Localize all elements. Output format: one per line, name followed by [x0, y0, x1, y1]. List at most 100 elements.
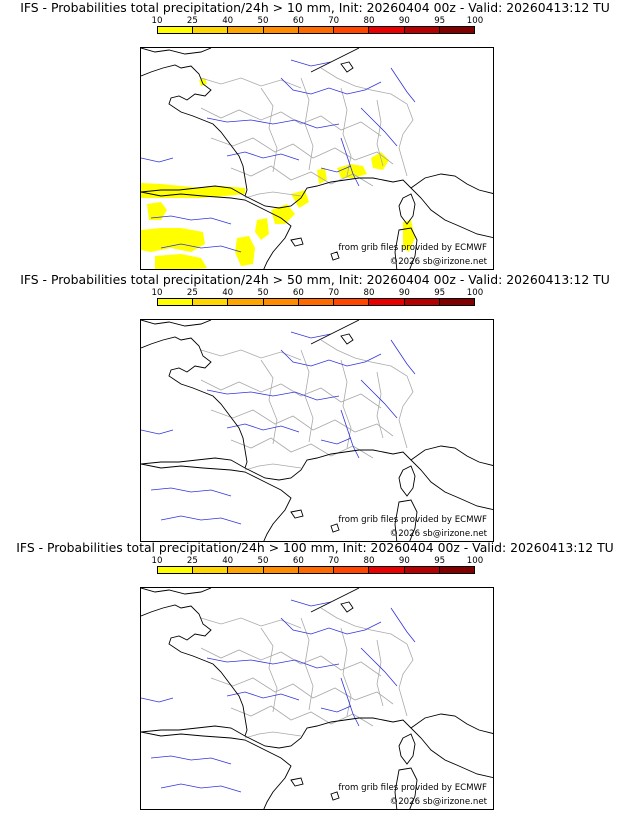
coastline	[410, 445, 493, 466]
island	[340, 333, 354, 345]
map-frame: from grib files provided by ECMWF ©2026 …	[140, 47, 494, 270]
rain-area	[235, 236, 255, 266]
scale-swatch	[228, 299, 264, 305]
scale-swatch	[439, 567, 474, 573]
map-frame: from grib files provided by ECMWF ©2026 …	[140, 587, 494, 810]
scale-swatch	[404, 567, 440, 573]
river	[206, 657, 340, 669]
island	[398, 193, 416, 225]
scale-label: 80	[363, 288, 375, 298]
river	[206, 117, 340, 129]
scale-swatch	[298, 567, 335, 573]
river	[141, 157, 174, 163]
rain-area	[371, 152, 389, 170]
scale-swatch	[404, 299, 440, 305]
river	[340, 409, 360, 459]
river	[290, 599, 332, 607]
scale-label: 60	[292, 556, 304, 566]
scale-swatch	[439, 27, 474, 33]
river	[340, 677, 360, 727]
copyright-credit: ©2026 sb@irizone.net	[389, 257, 487, 267]
scale-label: 10	[151, 16, 163, 26]
scale-swatch	[263, 567, 299, 573]
admin-border	[230, 705, 374, 727]
admin-border	[200, 647, 382, 677]
scale-label: 95	[434, 556, 446, 566]
color-scale-labels: 10 25 40 50 60 70 80 90 95 100	[146, 288, 500, 298]
rain-area	[155, 254, 207, 269]
color-scale-bar	[157, 566, 475, 574]
river	[360, 107, 398, 147]
island	[398, 465, 416, 497]
admin-border	[320, 607, 414, 717]
admin-border	[200, 107, 382, 137]
coastline	[141, 463, 292, 541]
island	[394, 227, 418, 269]
river	[320, 165, 352, 173]
river	[226, 691, 300, 701]
scale-swatch	[193, 567, 229, 573]
coastline	[141, 588, 212, 595]
rain-area	[141, 228, 205, 252]
coastline	[141, 604, 248, 737]
forecast-panel-1: IFS - Probabilities total precipitation/…	[0, 0, 630, 272]
scale-label: 100	[466, 288, 484, 298]
scale-swatch	[334, 299, 370, 305]
rain-area	[403, 220, 415, 252]
scale-swatch	[298, 299, 335, 305]
scale-swatch	[298, 27, 335, 33]
scale-label: 40	[222, 16, 234, 26]
scale-label: 40	[222, 288, 234, 298]
scale-label: 25	[186, 288, 198, 298]
river	[150, 487, 232, 497]
scale-swatch	[193, 299, 229, 305]
river	[390, 339, 416, 375]
river	[226, 151, 300, 161]
forecast-panel-3: IFS - Probabilities total precipitation/…	[0, 540, 630, 812]
river	[340, 137, 360, 187]
scale-label: 60	[292, 16, 304, 26]
admin-border	[260, 87, 278, 173]
coastline	[410, 173, 493, 194]
island	[340, 601, 354, 613]
data-source-credit: from grib files provided by ECMWF	[338, 515, 487, 525]
color-scale-bar	[157, 26, 475, 34]
coastline	[141, 191, 292, 269]
scale-swatch	[439, 299, 474, 305]
coastline	[310, 588, 360, 613]
france-map	[141, 320, 493, 541]
admin-border	[340, 627, 352, 717]
island	[290, 237, 304, 247]
island	[330, 791, 340, 801]
admin-border	[200, 379, 382, 409]
coastline	[244, 177, 493, 239]
coastline	[141, 336, 248, 469]
coastline	[141, 48, 212, 55]
scale-label: 90	[398, 288, 410, 298]
scale-label: 95	[434, 288, 446, 298]
scale-swatch	[193, 27, 229, 33]
forecast-panel-2: IFS - Probabilities total precipitation/…	[0, 272, 630, 544]
admin-border	[230, 437, 374, 459]
coastline	[141, 731, 292, 809]
scale-label: 60	[292, 288, 304, 298]
island	[290, 509, 304, 519]
france-map	[141, 588, 493, 809]
scale-label: 10	[151, 288, 163, 298]
scale-swatch	[334, 27, 370, 33]
scale-swatch	[228, 567, 264, 573]
coastline	[244, 449, 493, 511]
river	[160, 783, 242, 793]
river	[320, 705, 352, 713]
scale-label: 50	[257, 288, 269, 298]
river	[280, 77, 382, 95]
river	[320, 437, 352, 445]
island	[398, 733, 416, 765]
island	[330, 523, 340, 533]
admin-border	[210, 137, 394, 165]
scale-swatch	[369, 567, 405, 573]
france-map	[141, 48, 493, 269]
island	[330, 251, 340, 261]
river	[390, 67, 416, 103]
scale-label: 95	[434, 16, 446, 26]
